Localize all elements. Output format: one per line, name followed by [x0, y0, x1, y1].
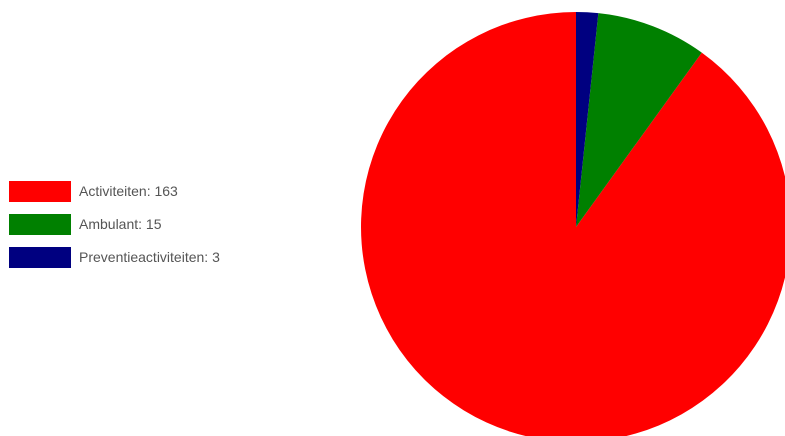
legend-swatch-activiteiten — [9, 180, 71, 202]
pie-slice-ambulant[interactable] — [576, 13, 702, 227]
legend-swatch-ambulant — [9, 213, 71, 235]
legend-item-activiteiten[interactable]: Activiteiten: 163 — [9, 180, 309, 202]
legend-label-activiteiten: Activiteiten: 163 — [79, 183, 178, 199]
pie-slice-activiteiten[interactable] — [361, 12, 785, 436]
legend-item-ambulant[interactable]: Ambulant: 15 — [9, 213, 309, 235]
legend-label-ambulant: Ambulant: 15 — [79, 216, 162, 232]
pie-slices — [361, 11, 785, 436]
legend-swatch-preventieactiviteiten — [9, 246, 71, 268]
legend-item-preventieactiviteiten[interactable]: Preventieactiviteiten: 3 — [9, 246, 309, 268]
chart-legend: Activiteiten: 163 Ambulant: 15 Preventie… — [9, 180, 309, 279]
pie-slice-preventieactiviteiten[interactable] — [576, 11, 599, 227]
legend-label-preventieactiviteiten: Preventieactiviteiten: 3 — [79, 249, 220, 265]
